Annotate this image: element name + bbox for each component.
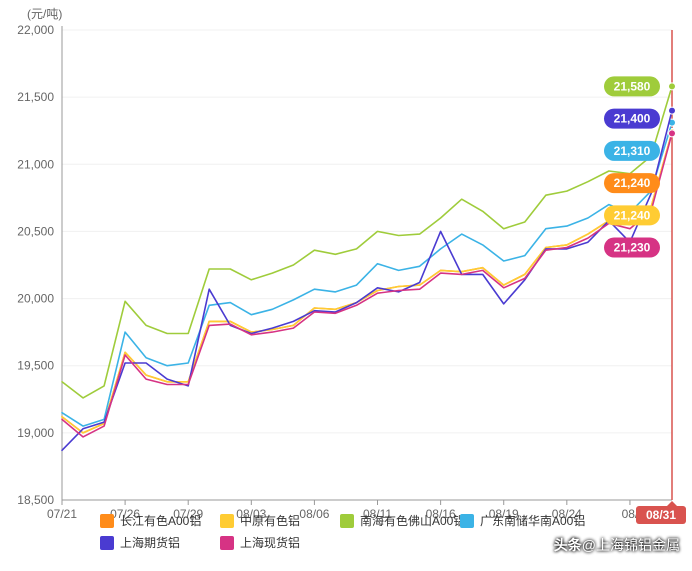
watermark-prefix: 头条 [554, 537, 582, 553]
svg-text:19,500: 19,500 [17, 359, 54, 373]
svg-text:21,240: 21,240 [614, 208, 651, 222]
svg-text:07/21: 07/21 [47, 507, 77, 521]
svg-text:上海现货铝: 上海现货铝 [240, 535, 300, 550]
svg-text:21,580: 21,580 [614, 79, 651, 93]
svg-text:21,500: 21,500 [17, 90, 54, 104]
svg-text:21,230: 21,230 [614, 241, 651, 255]
svg-text:08/31: 08/31 [646, 508, 676, 522]
svg-text:(元/吨): (元/吨) [27, 7, 62, 21]
svg-text:21,310: 21,310 [614, 144, 651, 158]
svg-text:18,500: 18,500 [17, 493, 54, 507]
svg-text:19,000: 19,000 [17, 426, 54, 440]
svg-text:20,500: 20,500 [17, 224, 54, 238]
svg-text:南海有色佛山A00铝: 南海有色佛山A00铝 [360, 513, 465, 528]
svg-text:上海期货铝: 上海期货铝 [120, 535, 180, 550]
svg-text:中原有色铝: 中原有色铝 [240, 513, 300, 528]
watermark-handle: @上海锦铝金属 [582, 537, 680, 553]
chart-container: 18,500 19,000 19,500 20,000 20,500 21,000 21,5… [0, 0, 692, 571]
svg-text:21,000: 21,000 [17, 157, 54, 171]
svg-text:21,400: 21,400 [614, 112, 651, 126]
watermark: 头条@上海锦铝金属 [554, 535, 680, 555]
svg-text:20,000: 20,000 [17, 292, 54, 306]
svg-text:22,000: 22,000 [17, 23, 54, 37]
line-chart: 18,500 19,000 19,500 20,000 20,500 21,000 21,5… [0, 0, 692, 571]
svg-text:长江有色A00铝: 长江有色A00铝 [120, 513, 201, 528]
svg-text:21,240: 21,240 [614, 176, 651, 190]
svg-text:广东南储华南A00铝: 广东南储华南A00铝 [480, 513, 585, 528]
svg-text:08/06: 08/06 [299, 507, 329, 521]
